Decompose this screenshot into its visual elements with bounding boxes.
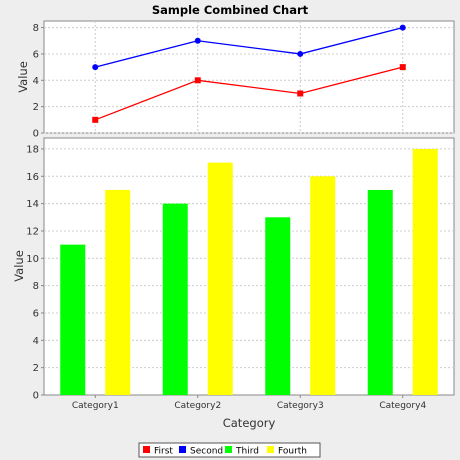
data-point-second [297, 50, 304, 57]
line-plot-area [43, 20, 455, 134]
y-tick-label: 6 [33, 308, 39, 319]
legend-label-second: Second [190, 447, 223, 457]
y-tick-label: 6 [33, 49, 39, 60]
line-plot-grid [44, 21, 454, 134]
bar-plot-bars [60, 148, 438, 395]
data-point-second [92, 64, 99, 71]
y-tick-label: 8 [33, 281, 39, 292]
x-tick-label: Category1 [72, 401, 119, 411]
x-axis-tick-labels: Category1 Category2 Category3 Category4 [72, 395, 426, 411]
line-plot-series [92, 24, 406, 123]
bar-plot-y-ticks: 0 2 4 6 8 10 12 14 16 18 [26, 144, 44, 402]
bar-fourth [310, 176, 336, 395]
bar-fourth [412, 148, 438, 395]
legend-swatch-fourth [267, 446, 274, 453]
x-tick-label: Category3 [277, 401, 324, 411]
data-point-second [194, 37, 201, 44]
y-tick-label: 0 [33, 129, 39, 140]
y-tick-label: 4 [33, 76, 39, 87]
legend-swatch-first [143, 446, 150, 453]
legend-swatch-second [179, 446, 186, 453]
y-tick-label: 0 [33, 391, 39, 402]
bar-third [162, 203, 188, 395]
bar-fourth [105, 189, 131, 395]
y-tick-label: 4 [33, 336, 39, 347]
legend-swatch-third [225, 446, 232, 453]
series-line-first [95, 66, 403, 121]
y-tick-label: 2 [33, 363, 39, 374]
line-plot-y-axis-label: Value [16, 61, 30, 93]
bar-plot-y-axis-label: Value [12, 250, 26, 282]
bar-third [367, 189, 393, 395]
x-tick-label: Category2 [174, 401, 221, 411]
data-point-first [297, 90, 304, 97]
data-point-first [194, 77, 201, 84]
legend-label-first: First [154, 447, 173, 457]
chart-legend: First Second Third Fourth [138, 442, 321, 458]
series-line-second [95, 26, 403, 68]
legend-label-third: Third [235, 447, 259, 457]
data-point-first [92, 116, 99, 123]
bar-third [265, 217, 291, 395]
bar-third [60, 244, 86, 395]
bar-fourth [207, 162, 233, 395]
y-tick-label: 12 [26, 226, 39, 237]
line-plot: 0 2 4 6 8 Value [16, 20, 455, 140]
data-point-first [399, 64, 406, 71]
y-tick-label: 18 [26, 144, 39, 155]
line-plot-y-ticks: 0 2 4 6 8 [33, 23, 44, 140]
y-tick-label: 14 [26, 199, 39, 210]
legend-label-fourth: Fourth [278, 447, 307, 457]
y-tick-label: 10 [26, 254, 39, 265]
y-tick-label: 2 [33, 102, 39, 113]
y-tick-label: 8 [33, 23, 39, 34]
data-point-second [399, 24, 406, 31]
x-axis-label: Category [223, 416, 276, 430]
chart-title: Sample Combined Chart [152, 3, 309, 17]
y-tick-label: 16 [26, 172, 39, 183]
x-tick-label: Category4 [379, 401, 426, 411]
